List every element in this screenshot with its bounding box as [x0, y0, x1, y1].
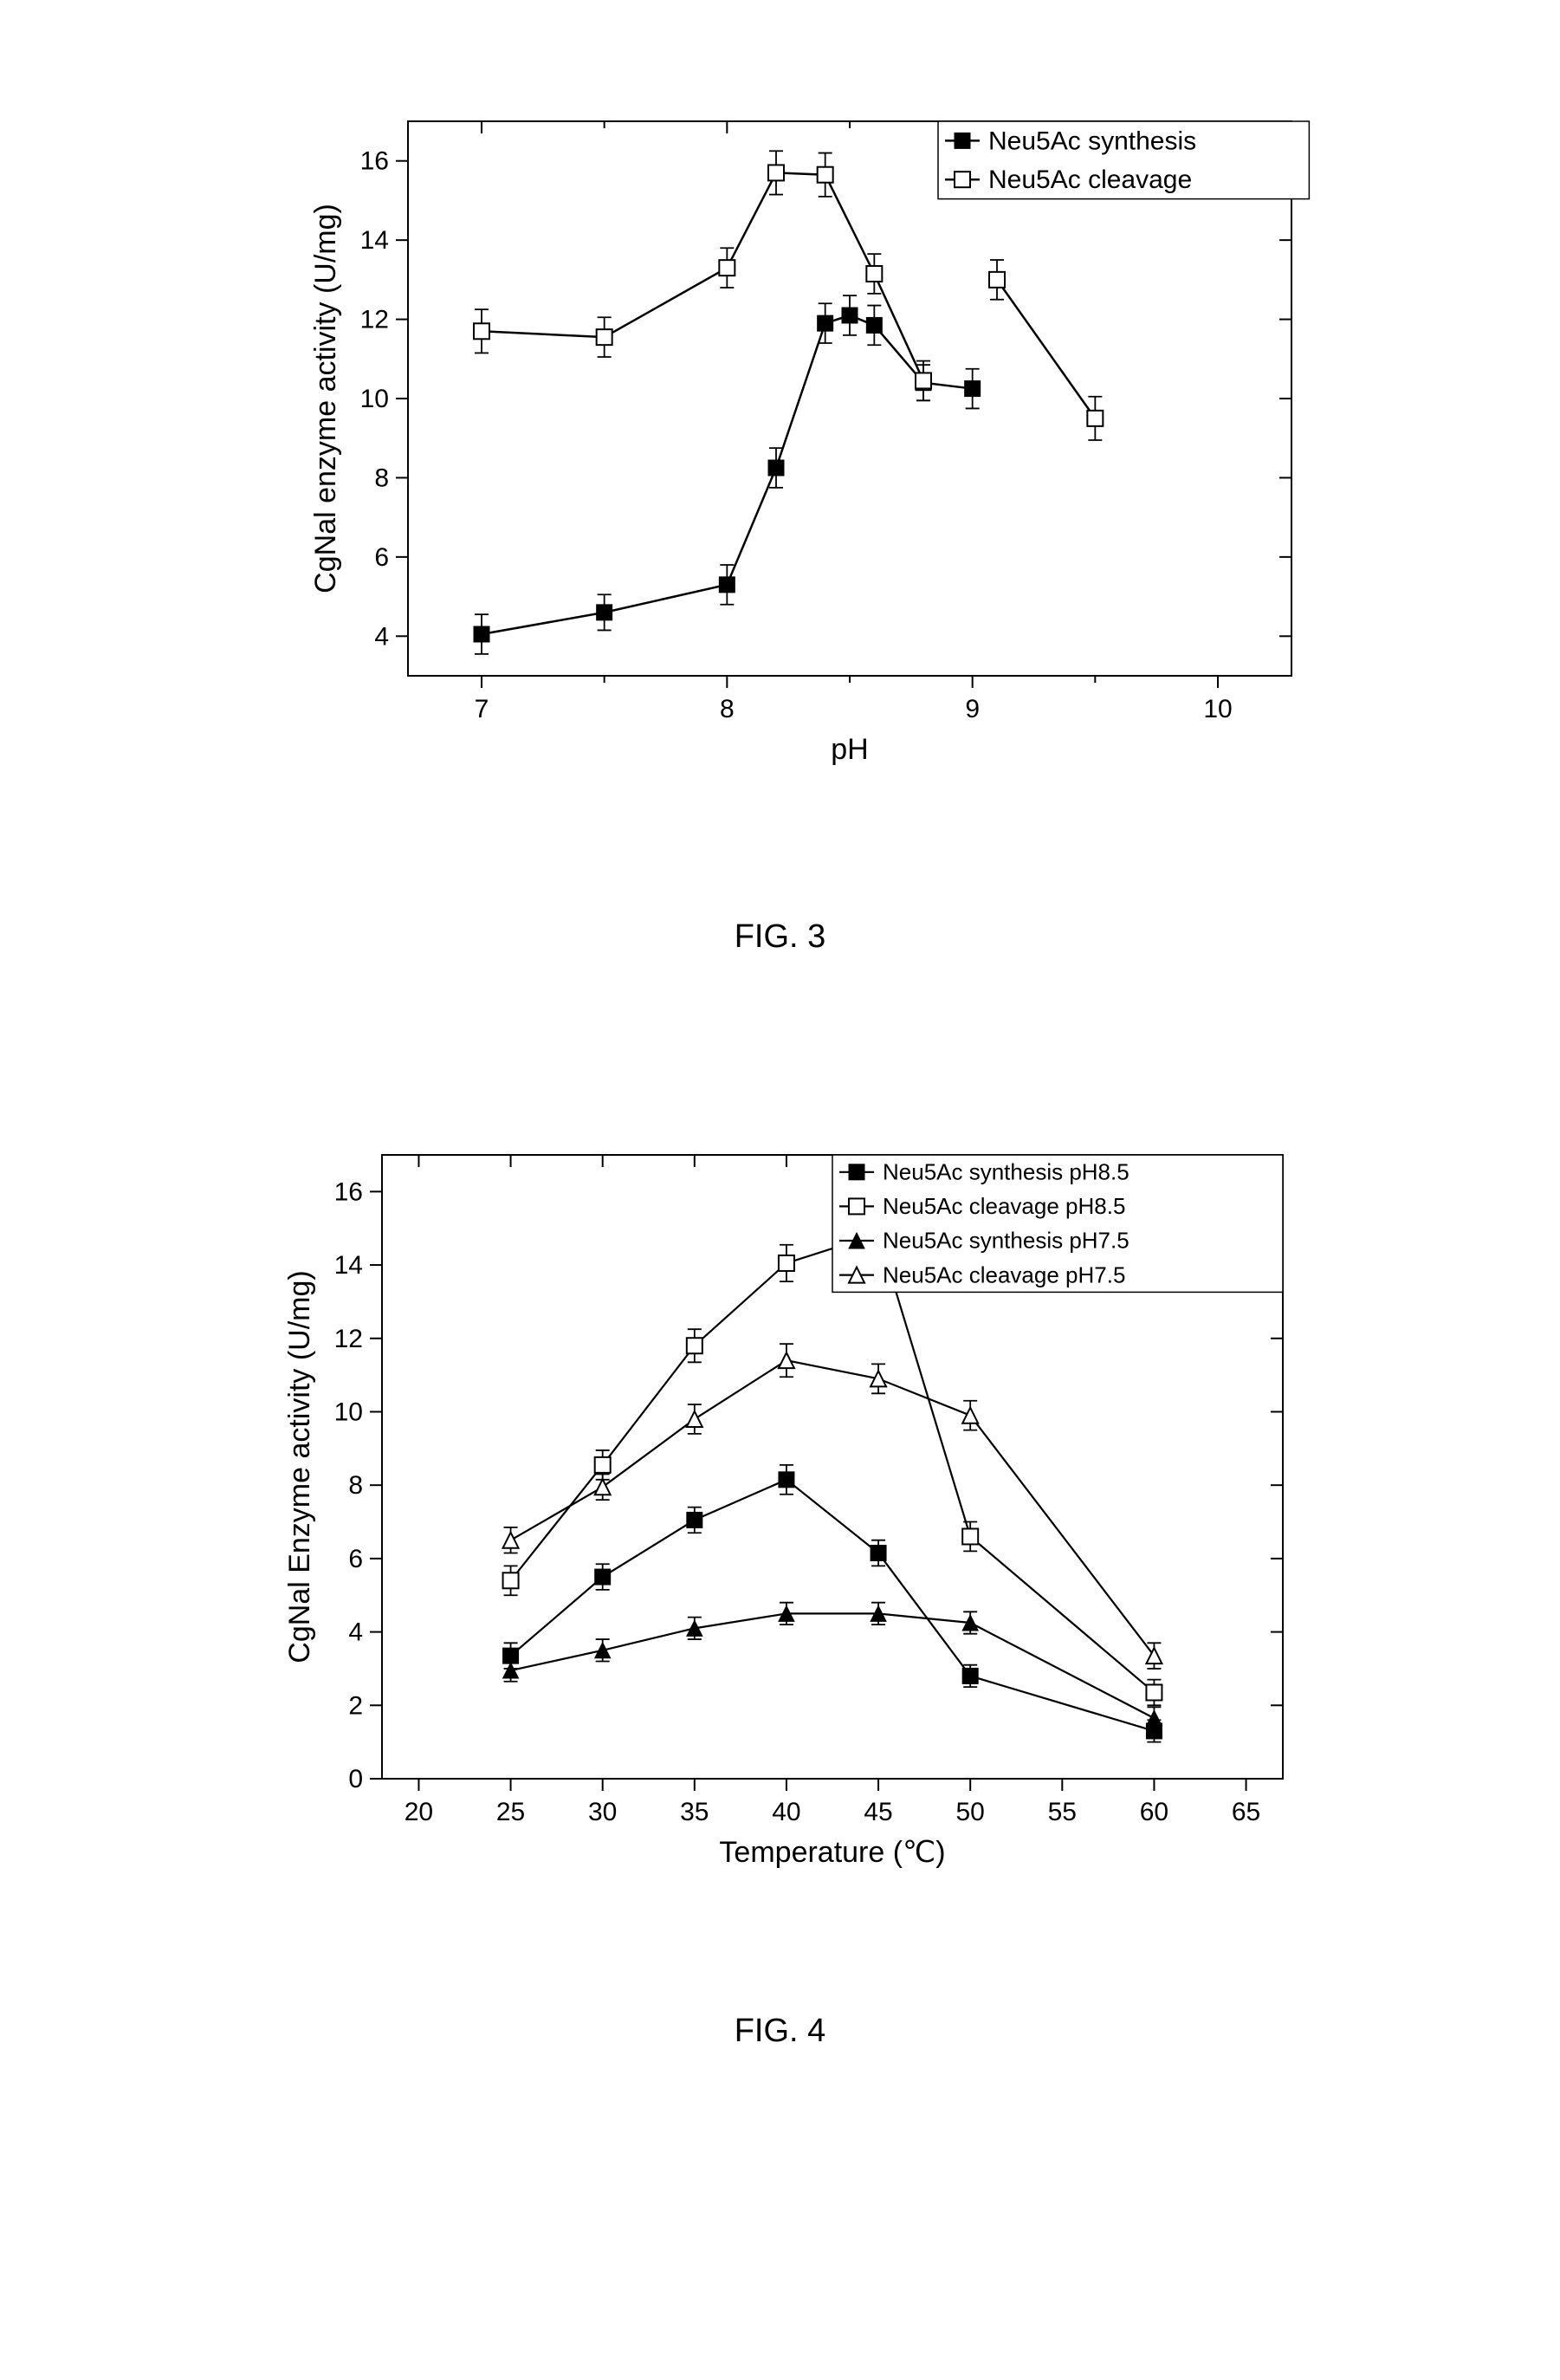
svg-text:Temperature (℃): Temperature (℃)	[719, 1836, 945, 1869]
svg-text:10: 10	[1203, 695, 1232, 723]
svg-text:8: 8	[719, 695, 734, 723]
figure-4-caption: FIG. 4	[735, 2013, 826, 2050]
svg-text:pH: pH	[831, 733, 868, 766]
svg-text:0: 0	[348, 1765, 363, 1793]
svg-text:6: 6	[348, 1545, 363, 1573]
svg-text:CgNal Enzyme activity (U/mg): CgNal Enzyme activity (U/mg)	[283, 1270, 316, 1663]
svg-text:7: 7	[474, 695, 489, 723]
svg-text:10: 10	[333, 1398, 362, 1426]
svg-text:55: 55	[1047, 1798, 1076, 1826]
svg-text:25: 25	[495, 1798, 524, 1826]
svg-text:65: 65	[1231, 1798, 1259, 1826]
svg-text:4: 4	[348, 1618, 363, 1647]
svg-text:Neu5Ac cleavage: Neu5Ac cleavage	[988, 165, 1192, 194]
svg-text:12: 12	[359, 306, 388, 334]
svg-text:35: 35	[680, 1798, 709, 1826]
svg-text:Neu5Ac synthesis pH7.5: Neu5Ac synthesis pH7.5	[883, 1228, 1130, 1254]
svg-text:50: 50	[955, 1798, 984, 1826]
svg-text:40: 40	[772, 1798, 800, 1826]
chart-fig4: 20 25 30 35 40 45 50 55 60 65 0 2 4 6 8 10 12 14 16 Tempera…	[217, 1094, 1343, 1909]
svg-text:45: 45	[864, 1798, 892, 1826]
page: 7 8 9 10 4 6 8 10 12 14 16 pH CgNal enzyme activity …	[0, 0, 1560, 2292]
svg-text:2: 2	[348, 1691, 363, 1720]
svg-text:10: 10	[359, 385, 388, 413]
svg-text:CgNal enzyme activity (U/mg): CgNal enzyme activity (U/mg)	[309, 204, 342, 593]
svg-text:6: 6	[374, 543, 389, 572]
svg-text:14: 14	[359, 226, 388, 255]
svg-text:8: 8	[374, 464, 389, 492]
svg-text:20: 20	[404, 1798, 432, 1826]
svg-text:8: 8	[348, 1471, 363, 1500]
svg-text:9: 9	[965, 695, 980, 723]
svg-text:Neu5Ac cleavage pH7.5: Neu5Ac cleavage pH7.5	[883, 1261, 1125, 1287]
svg-text:Neu5Ac cleavage pH8.5: Neu5Ac cleavage pH8.5	[883, 1193, 1125, 1219]
svg-text:Neu5Ac synthesis: Neu5Ac synthesis	[988, 126, 1196, 155]
svg-text:30: 30	[588, 1798, 617, 1826]
figure-3-container: 7 8 9 10 4 6 8 10 12 14 16 pH CgNal enzyme activity …	[0, 52, 1560, 956]
svg-text:Neu5Ac synthesis pH8.5: Neu5Ac synthesis pH8.5	[883, 1158, 1130, 1184]
figure-4-container: 20 25 30 35 40 45 50 55 60 65 0 2 4 6 8 10 12 14 16 Tempera…	[0, 1094, 1560, 2050]
svg-text:16: 16	[333, 1177, 362, 1206]
figure-3-caption: FIG. 3	[735, 918, 826, 956]
svg-text:4: 4	[374, 622, 389, 651]
svg-text:14: 14	[333, 1251, 362, 1280]
svg-text:16: 16	[359, 147, 388, 176]
chart-fig3: 7 8 9 10 4 6 8 10 12 14 16 pH CgNal enzyme activity …	[217, 52, 1343, 814]
svg-text:12: 12	[333, 1325, 362, 1353]
svg-text:60: 60	[1139, 1798, 1168, 1826]
